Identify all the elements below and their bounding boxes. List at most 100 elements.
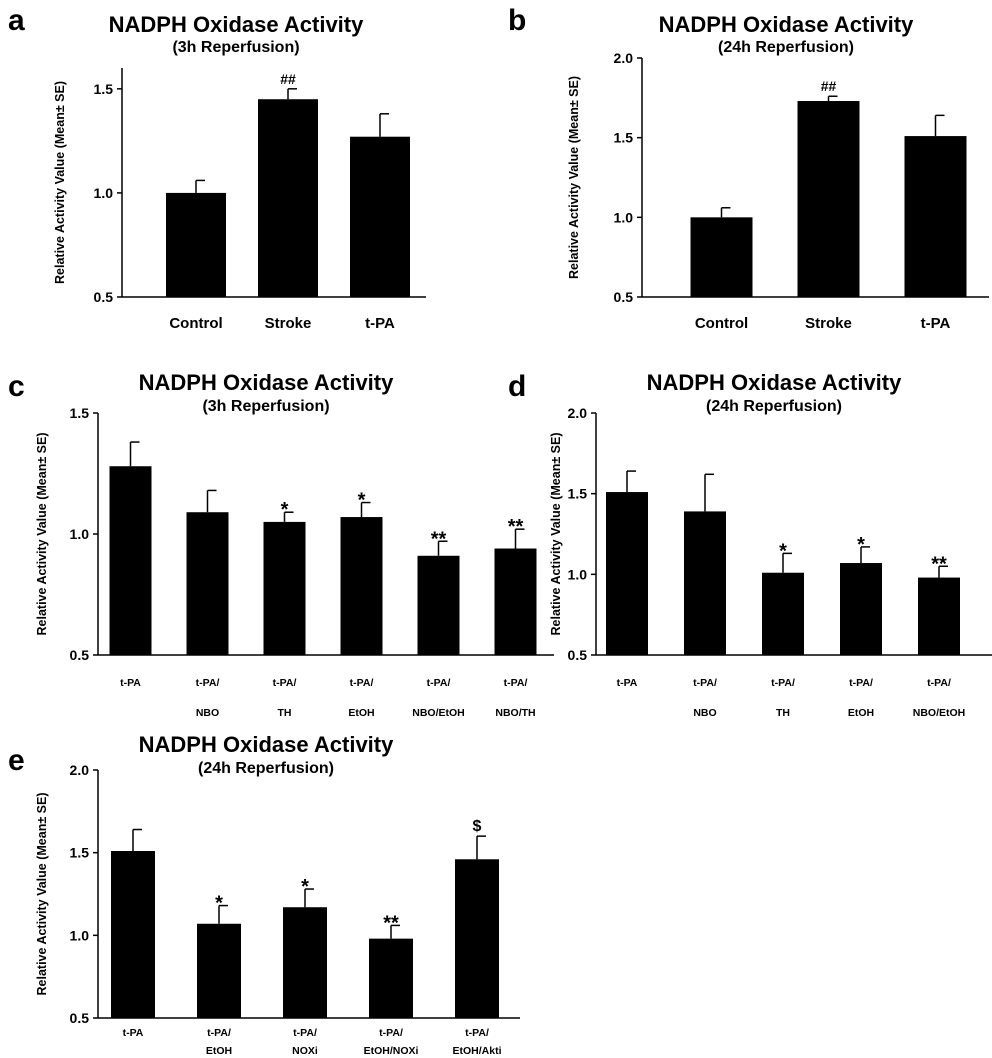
bar-d-4 bbox=[918, 577, 960, 655]
y-tick-label-e-0: 0.5 bbox=[70, 1010, 90, 1026]
chart-title-a: NADPH Oxidase Activity bbox=[109, 12, 364, 37]
y-tick-label-d-2: 1.5 bbox=[568, 486, 588, 502]
chart-title-c: NADPH Oxidase Activity bbox=[139, 370, 394, 395]
y-tick-label-b-0: 0.5 bbox=[614, 289, 634, 305]
category-label-d-1-line0: t-PA/ bbox=[693, 677, 717, 689]
category-label-e-4-line0: t-PA/ bbox=[465, 1027, 489, 1039]
chart-title-e: NADPH Oxidase Activity bbox=[139, 732, 394, 757]
category-label-e-0: t-PA bbox=[123, 1027, 144, 1039]
y-tick-label-a-2: 1.5 bbox=[94, 81, 114, 97]
chart-title-b: NADPH Oxidase Activity bbox=[659, 12, 914, 37]
bar-d-1 bbox=[684, 511, 726, 655]
panel-letter-d: d bbox=[508, 370, 526, 403]
category-label-b-2: t-PA bbox=[921, 315, 951, 332]
category-label-a-0: Control bbox=[169, 315, 222, 332]
category-label-d-0: t-PA bbox=[617, 677, 638, 689]
category-label-e-2-line0: t-PA/ bbox=[293, 1027, 317, 1039]
category-label-d-2-line1: TH bbox=[776, 707, 790, 719]
chart-panel-a: a NADPH Oxidase Activity (3h Reperfusion) R… bbox=[8, 4, 426, 332]
category-label-d-4-line1: NBO/EtOH bbox=[913, 707, 966, 719]
bar-b-0 bbox=[690, 217, 753, 297]
y-axis-label-a: Relative Activity Value (Mean± SE) bbox=[53, 81, 67, 284]
y-axis-label-b: Relative Activity Value (Mean± SE) bbox=[567, 76, 581, 279]
y-axis-label-c: Relative Activity Value (Mean± SE) bbox=[35, 433, 49, 636]
chart-subtitle-e: (24h Reperfusion) bbox=[198, 760, 334, 777]
annotation-c-4: ** bbox=[431, 528, 447, 550]
annotation-d-4: ** bbox=[931, 553, 947, 575]
category-label-e-1-line1: EtOH bbox=[206, 1045, 232, 1057]
y-tick-label-e-1: 1.0 bbox=[70, 927, 90, 943]
chart-panel-d: d NADPH Oxidase Activity (24h Reperfusion)… bbox=[508, 370, 992, 719]
chart-title-d: NADPH Oxidase Activity bbox=[647, 370, 902, 395]
y-tick-label-e-2: 1.5 bbox=[70, 845, 90, 861]
bar-e-2 bbox=[283, 907, 327, 1018]
annotation-e-2: * bbox=[301, 876, 309, 898]
category-label-d-2-line0: t-PA/ bbox=[771, 677, 795, 689]
panel-letter-b: b bbox=[508, 4, 526, 37]
chart-subtitle-a: (3h Reperfusion) bbox=[172, 39, 299, 56]
bar-d-3 bbox=[840, 563, 882, 655]
category-label-a-2: t-PA bbox=[365, 315, 395, 332]
annotation-b-1: ## bbox=[821, 78, 837, 94]
annotation-c-2: * bbox=[281, 499, 289, 521]
category-label-d-3-line1: EtOH bbox=[848, 707, 874, 719]
y-tick-label-d-0: 0.5 bbox=[568, 647, 588, 663]
y-tick-label-d-1: 1.0 bbox=[568, 566, 588, 582]
bar-e-1 bbox=[197, 923, 241, 1018]
chart-subtitle-c: (3h Reperfusion) bbox=[202, 398, 329, 415]
category-label-c-0: t-PA bbox=[120, 677, 141, 689]
chart-subtitle-b: (24h Reperfusion) bbox=[718, 39, 854, 56]
category-label-e-3-line0: t-PA/ bbox=[379, 1027, 403, 1039]
bar-a-1 bbox=[258, 99, 318, 298]
annotation-e-3: ** bbox=[383, 912, 399, 934]
bar-c-0 bbox=[109, 466, 152, 655]
category-label-e-3-line1: EtOH/NOXi bbox=[364, 1045, 419, 1057]
category-label-c-2-line1: TH bbox=[278, 707, 292, 719]
y-axis-label-d: Relative Activity Value (Mean± SE) bbox=[549, 433, 563, 636]
y-tick-label-c-0: 0.5 bbox=[70, 647, 90, 663]
category-label-c-2-line0: t-PA/ bbox=[273, 677, 297, 689]
annotation-a-1: ## bbox=[280, 71, 296, 87]
bar-b-1 bbox=[797, 101, 860, 298]
y-tick-label-b-1: 1.0 bbox=[614, 209, 634, 225]
category-label-e-1-line0: t-PA/ bbox=[207, 1027, 231, 1039]
chart-panel-b: b NADPH Oxidase Activity (24h Reperfusion)… bbox=[508, 4, 989, 332]
bar-e-0 bbox=[111, 851, 155, 1018]
category-label-e-4-line1: EtOH/Akti bbox=[452, 1045, 501, 1057]
chart-subtitle-d: (24h Reperfusion) bbox=[706, 398, 842, 415]
category-label-c-4-line0: t-PA/ bbox=[427, 677, 451, 689]
category-label-d-3-line0: t-PA/ bbox=[849, 677, 873, 689]
chart-panel-c: c NADPH Oxidase Activity (3h Reperfusion) R… bbox=[8, 370, 554, 719]
panel-letter-c: c bbox=[8, 370, 25, 403]
annotation-d-2: * bbox=[779, 540, 787, 562]
bar-c-5 bbox=[494, 548, 537, 655]
annotation-e-4: $ bbox=[473, 818, 482, 835]
category-label-a-1: Stroke bbox=[265, 315, 312, 332]
y-axis-label-e: Relative Activity Value (Mean± SE) bbox=[35, 793, 49, 996]
chart-panel-e: e NADPH Oxidase Activity (24h Reperfusion)… bbox=[8, 732, 520, 1057]
panel-letter-e: e bbox=[8, 744, 25, 777]
bar-d-2 bbox=[762, 572, 804, 655]
bar-e-4 bbox=[455, 859, 499, 1018]
bar-a-0 bbox=[166, 192, 226, 297]
category-label-c-1-line1: NBO bbox=[196, 707, 219, 719]
panel-letter-a: a bbox=[8, 4, 25, 37]
category-label-c-3-line1: EtOH bbox=[348, 707, 374, 719]
category-label-b-0: Control bbox=[695, 315, 748, 332]
bar-c-3 bbox=[340, 517, 383, 655]
category-label-d-1-line1: NBO bbox=[693, 707, 716, 719]
bar-a-2 bbox=[350, 136, 410, 297]
annotation-d-3: * bbox=[857, 534, 865, 556]
category-label-c-5-line1: NBO/TH bbox=[495, 707, 535, 719]
category-label-b-1: Stroke bbox=[805, 315, 852, 332]
bar-d-0 bbox=[606, 492, 648, 655]
annotation-c-3: * bbox=[358, 490, 366, 512]
y-tick-label-d-3: 2.0 bbox=[568, 405, 588, 421]
category-label-d-4-line0: t-PA/ bbox=[927, 677, 951, 689]
category-label-c-4-line1: NBO/EtOH bbox=[412, 707, 465, 719]
y-tick-label-e-3: 2.0 bbox=[70, 762, 90, 778]
y-tick-label-c-1: 1.0 bbox=[70, 526, 90, 542]
y-tick-label-a-0: 0.5 bbox=[94, 289, 114, 305]
bar-b-2 bbox=[904, 136, 967, 297]
